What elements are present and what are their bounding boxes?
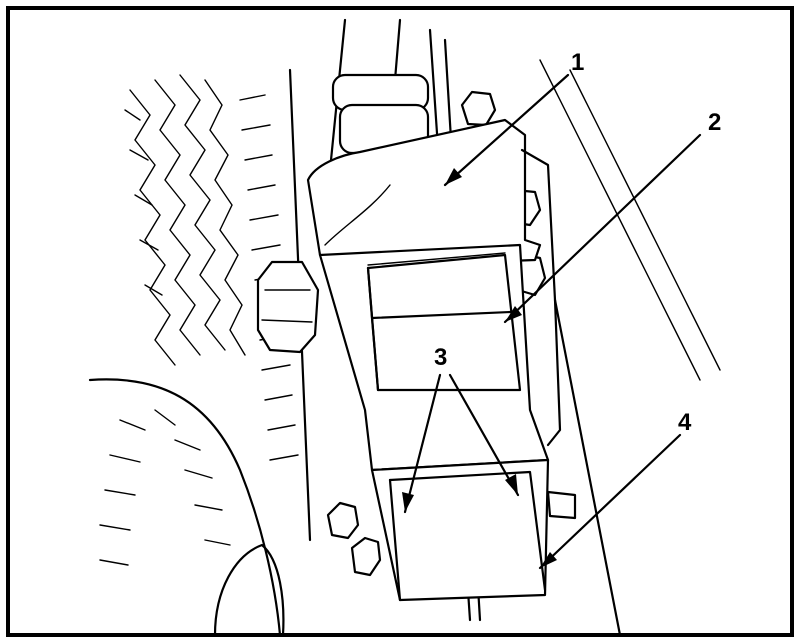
callout-1: 1: [571, 49, 584, 76]
leader-lines: [402, 73, 702, 570]
callout-3: 3: [434, 344, 447, 371]
shackle-body: [306, 118, 562, 447]
callout-4: 4: [678, 409, 692, 436]
stud-right: [546, 490, 577, 520]
tire-tread: [124, 74, 299, 461]
bushing-window: [366, 252, 522, 392]
spring-hanger: [370, 458, 550, 602]
bolt-lower-left: [326, 501, 382, 577]
callout-2: 2: [708, 109, 721, 136]
bolt-upper-right: [460, 90, 497, 127]
lower-tire: [88, 378, 285, 637]
hex-nut-left: [256, 260, 320, 354]
